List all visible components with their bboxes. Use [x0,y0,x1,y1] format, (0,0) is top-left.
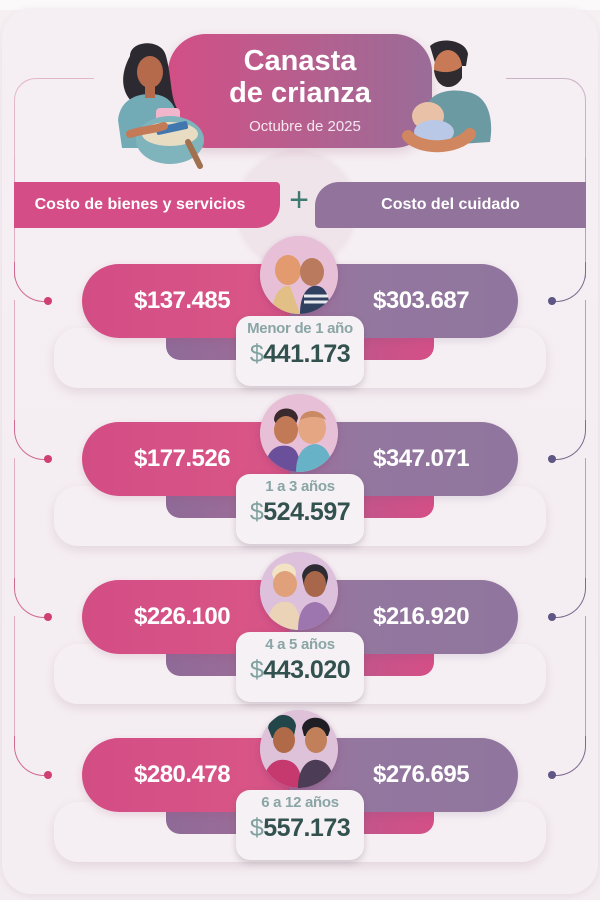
cuidado-value: $216.920 [373,603,470,630]
man-holding-baby-icon [402,40,492,153]
page-top-strip [0,0,600,10]
cuidado-value: $303.687 [373,287,470,314]
preschoolers-icon [260,552,338,630]
connector-dot-left [44,455,52,463]
connector-dot-left [44,297,52,305]
age-row-menor-1: $137.485 $303.687 Menor de 1 año $441.17… [0,236,600,424]
connector-left [14,616,15,736]
bienes-value: $226.100 [134,603,231,630]
connector-right [585,300,586,420]
age-label: Menor de 1 año [247,320,353,337]
frame-line-left [14,78,94,158]
cuidado-value: $347.071 [373,445,470,472]
total-value: $524.597 [249,498,351,526]
bienes-value: $137.485 [134,287,231,314]
age-label: 1 a 3 años [265,478,335,495]
bienes-value: $177.526 [134,445,231,472]
connector-dot-right [548,455,556,463]
babies-icon [260,236,338,314]
age-label: 6 a 12 años [261,794,339,811]
total-value: $443.020 [249,656,351,684]
frame-line-right [506,78,586,158]
connector-right [585,616,586,736]
toddlers-icon [260,394,338,472]
column-header-cuidado: Costo del cuidado [315,182,586,228]
bienes-value: $280.478 [134,761,231,788]
total-box: Menor de 1 año $441.173 [236,316,364,386]
age-row-1-3: $177.526 $347.071 1 a 3 años $524.597 [0,394,600,582]
title-banner: Canasta de crianza Octubre de 2025 [168,34,432,148]
woman-with-basket-icon [118,43,204,169]
school-children-icon [260,710,338,788]
total-box: 1 a 3 años $524.597 [236,474,364,544]
plus-icon: + [289,181,309,219]
column-header-cuidado-label: Costo del cuidado [381,196,520,213]
connector-left [14,458,15,578]
title-line-1: Canasta [243,45,357,77]
total-value: $557.173 [249,814,351,842]
connector-dot-right [548,771,556,779]
total-box: 4 a 5 años $443.020 [236,632,364,702]
title-line-2: de crianza [229,77,371,109]
column-header-bienes: Costo de bienes y servicios [14,182,280,228]
connector-dot-left [44,613,52,621]
column-header-bienes-label: Costo de bienes y servicios [34,196,246,213]
connector-dot-left [44,771,52,779]
cuidado-value: $276.695 [373,761,470,788]
age-row-4-5: $226.100 $216.920 4 a 5 años $443.020 [0,552,600,740]
connector-right [585,458,586,578]
connector-dot-right [548,613,556,621]
subtitle-date: Octubre de 2025 [249,118,361,135]
age-label: 4 a 5 años [265,636,335,653]
connector-dot-right [548,297,556,305]
total-value: $441.173 [249,340,351,368]
age-row-6-12: $280.478 $276.695 6 a 12 años $557.173 [0,710,600,898]
total-box: 6 a 12 años $557.173 [236,790,364,860]
connector-left [14,300,15,420]
